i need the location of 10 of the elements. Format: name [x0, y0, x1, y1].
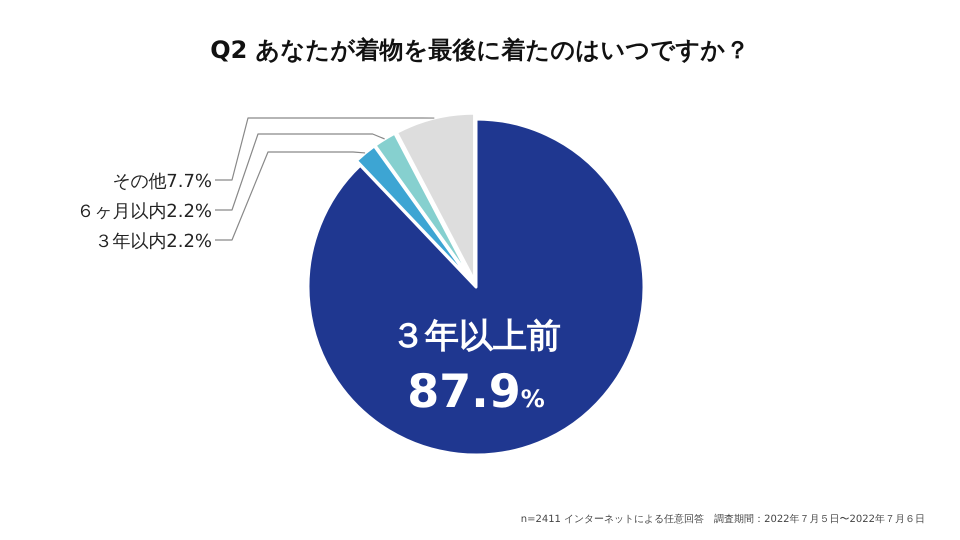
slice-label: ３年以内 [94, 231, 166, 252]
data-label: 2.2% [166, 231, 212, 252]
slice-label: ６ヶ月以内 [76, 201, 166, 222]
chart-title: Q2 あなたが着物を最後に着たのはいつですか？ [210, 36, 750, 64]
data-label: 87.9% [407, 364, 545, 418]
slice-label: ３年以上前 [391, 316, 561, 356]
data-label: 7.7% [166, 171, 212, 192]
slice-label: その他 [112, 171, 166, 192]
text: n=2411 インターネットによる任意回答 調査期間：2022年７月５日〜2022年７月６日 [520, 513, 925, 525]
data-label: 2.2% [166, 201, 212, 222]
